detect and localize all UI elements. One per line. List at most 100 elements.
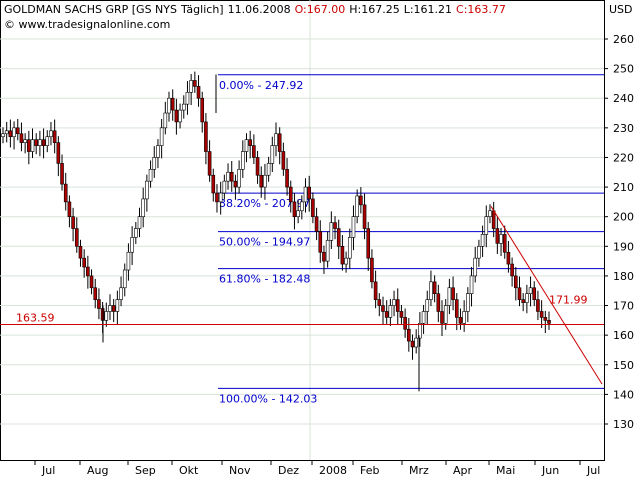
candle-body xyxy=(458,317,463,324)
candle-body xyxy=(285,169,289,188)
x-tick-label: Mai xyxy=(496,464,515,477)
candle-body xyxy=(152,157,157,170)
candle-body xyxy=(451,287,455,300)
candle-body xyxy=(466,293,470,312)
candle-body xyxy=(266,163,271,176)
candle-body xyxy=(303,186,308,203)
axis-layer: 130 140 150 160 170 180 190 200 210 220 230 240 250 2… xyxy=(34,33,634,477)
candle-body xyxy=(63,183,68,203)
y-tick-label: 160 xyxy=(613,329,634,342)
candle-body xyxy=(244,139,249,152)
candle-body xyxy=(384,311,389,318)
x-tick-label: Feb xyxy=(360,464,379,477)
candle-layer xyxy=(1,71,551,392)
y-tick-label: 240 xyxy=(613,92,634,105)
candle-body xyxy=(193,80,197,87)
candle-body xyxy=(248,139,252,146)
candle-body xyxy=(347,237,352,259)
candle-body xyxy=(536,299,540,312)
candle-body xyxy=(148,169,153,182)
candle-body xyxy=(300,201,304,212)
candle-body xyxy=(373,281,378,300)
candle-body xyxy=(381,305,385,312)
candle-body xyxy=(119,287,123,300)
candle-body xyxy=(196,86,201,99)
candle-body xyxy=(473,257,478,277)
candle-body xyxy=(502,234,507,253)
header-date: 11.06.2008 xyxy=(228,3,291,16)
candle-body xyxy=(263,174,267,188)
candle-body xyxy=(60,163,64,185)
currency-label: USD xyxy=(609,3,633,16)
candle-body xyxy=(462,311,466,324)
candle-body xyxy=(49,130,53,138)
candle-body xyxy=(89,275,94,289)
fibonacci-label: 0.00% - 247.92 xyxy=(219,79,303,92)
candle-body xyxy=(189,80,193,93)
candle-body xyxy=(362,204,367,229)
candle-body xyxy=(23,139,27,143)
candle-body xyxy=(207,151,212,176)
y-tick-label: 190 xyxy=(613,240,634,253)
candle-body xyxy=(137,216,142,229)
candle-body xyxy=(156,145,160,158)
chart-header: GOLDMAN SACHS GRP [GS NYS Täglich] 11.06.2… xyxy=(4,3,506,31)
candle-body xyxy=(97,299,101,309)
candle-body xyxy=(200,97,205,123)
header-close: C:163.77 xyxy=(456,3,506,16)
candle-body xyxy=(499,234,503,244)
candle-body xyxy=(126,251,131,271)
x-tick-label: Aug xyxy=(87,464,108,477)
candle-body xyxy=(429,281,433,300)
candle-body xyxy=(325,240,330,262)
candle-body xyxy=(370,257,374,283)
candle-body xyxy=(344,257,348,265)
candle-body xyxy=(8,130,13,138)
candle-body xyxy=(74,228,79,247)
candle-body xyxy=(111,305,116,312)
y-tick-label: 260 xyxy=(613,33,634,46)
candle-body xyxy=(233,180,238,188)
x-tick-label: Jul xyxy=(41,464,55,477)
x-tick-label: Jun xyxy=(541,464,559,477)
candle-body xyxy=(288,186,293,203)
fibonacci-label: 100.00% - 142.03 xyxy=(219,392,317,405)
candle-body xyxy=(159,127,164,146)
candle-body xyxy=(513,275,518,289)
candle-body xyxy=(528,287,533,294)
candle-body xyxy=(12,127,16,138)
candle-body xyxy=(366,228,371,259)
y-tick-label: 130 xyxy=(613,418,634,431)
candle-body xyxy=(333,222,337,229)
candle-body xyxy=(395,299,400,312)
candle-body xyxy=(322,251,326,262)
candle-body xyxy=(440,311,444,324)
candle-body xyxy=(359,195,363,206)
candle-body xyxy=(392,299,396,306)
x-tick-label: Jul xyxy=(586,464,600,477)
candle-body xyxy=(218,192,223,203)
candle-body xyxy=(388,305,393,318)
candle-body xyxy=(255,157,260,176)
x-tick-label: Okt xyxy=(179,464,199,477)
y-tick-label: 210 xyxy=(613,181,634,194)
candle-body xyxy=(130,237,134,253)
candle-body xyxy=(145,180,149,200)
last-price-label: 163.59 xyxy=(16,312,55,325)
candle-body xyxy=(237,169,241,188)
candle-body xyxy=(211,174,216,194)
candle-body xyxy=(314,216,319,232)
header-high: H:167.25 xyxy=(349,3,399,16)
y-tick-label: 140 xyxy=(613,388,634,401)
candle-body xyxy=(167,97,171,114)
candle-body xyxy=(226,171,230,182)
candle-body xyxy=(115,299,120,312)
x-tick-label: Nov xyxy=(229,464,251,477)
candle-body xyxy=(418,323,422,339)
candle-body xyxy=(495,228,500,244)
candle-body xyxy=(174,109,179,123)
x-tick-label: Apr xyxy=(453,464,473,477)
candle-body xyxy=(543,317,548,321)
candle-body xyxy=(329,222,334,241)
